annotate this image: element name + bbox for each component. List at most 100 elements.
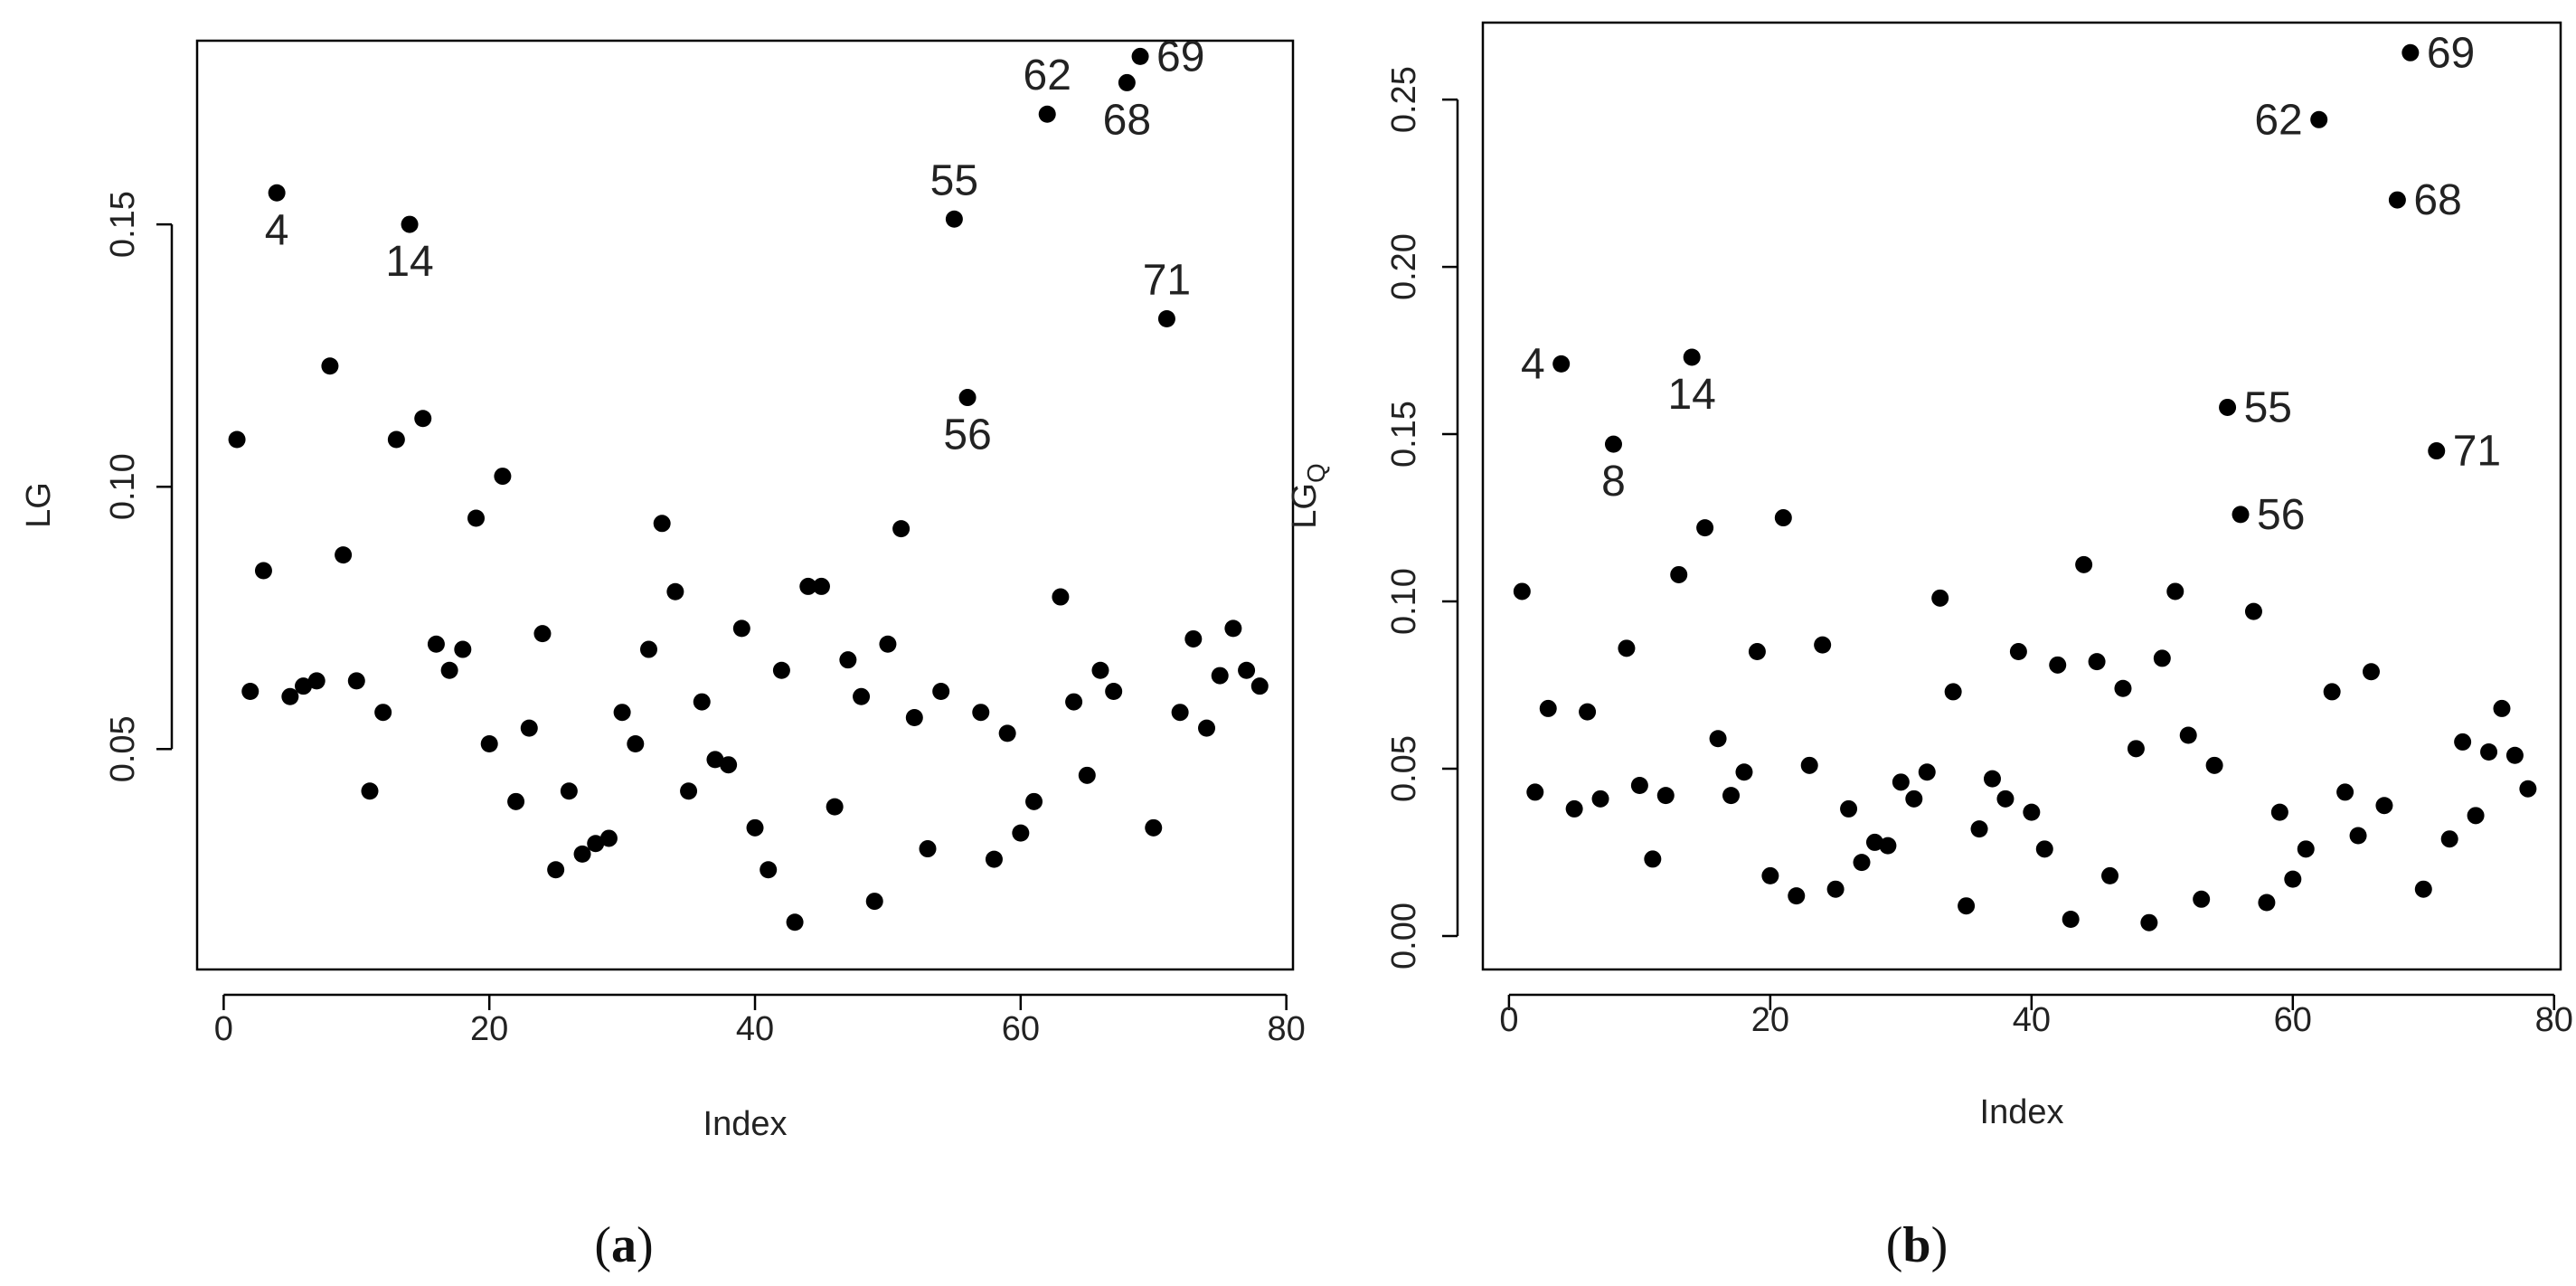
data-point — [1814, 636, 1832, 654]
data-point — [414, 410, 432, 428]
data-point — [1526, 783, 1544, 801]
data-point — [826, 798, 844, 816]
y-tick-label: 0.20 — [1385, 233, 1423, 300]
data-point — [905, 708, 923, 726]
data-point — [1038, 105, 1056, 123]
data-point — [560, 782, 578, 800]
data-point — [2244, 602, 2262, 620]
data-point — [2179, 726, 2197, 744]
data-point — [1012, 824, 1030, 842]
data-point — [599, 829, 618, 847]
data-point — [706, 751, 724, 769]
data-point — [2114, 679, 2132, 697]
data-point — [2493, 699, 2511, 717]
data-point — [693, 693, 711, 711]
data-point — [1065, 693, 1083, 711]
data-point — [361, 782, 379, 800]
data-point — [1761, 866, 1779, 884]
data-point — [972, 704, 990, 722]
data-point — [1539, 699, 1557, 717]
data-point — [627, 735, 645, 753]
data-point — [1211, 667, 1229, 685]
panel-label: (b) — [1886, 1217, 1948, 1273]
y-tick-label: 0.15 — [1385, 401, 1423, 468]
data-point — [2205, 756, 2223, 774]
data-point — [639, 640, 657, 658]
data-point — [945, 210, 963, 228]
data-point — [2454, 733, 2472, 751]
data-point — [2440, 830, 2458, 848]
point-annotation: 4 — [265, 206, 289, 254]
data-point — [2088, 653, 2106, 671]
data-point — [1840, 799, 1858, 818]
data-point — [1565, 799, 1583, 818]
x-tick-label: 80 — [2535, 1001, 2573, 1039]
data-point — [507, 792, 525, 810]
data-point — [1184, 629, 1203, 648]
data-point — [1892, 773, 1910, 791]
data-point — [2519, 780, 2537, 798]
data-point — [1025, 792, 1043, 810]
data-point — [892, 520, 911, 538]
data-point — [1983, 770, 2001, 788]
data-point — [1918, 763, 1936, 781]
data-point — [520, 719, 538, 737]
data-point — [1224, 619, 1242, 638]
data-point — [1944, 683, 1962, 701]
data-point — [2127, 740, 2145, 758]
data-point — [1696, 519, 1714, 537]
point-annotation: 4 — [1521, 340, 1545, 388]
data-point — [839, 651, 857, 669]
data-point — [347, 672, 365, 690]
data-point — [2428, 442, 2446, 460]
data-point — [2323, 683, 2341, 701]
data-point — [865, 893, 883, 911]
y-tick-label: 0.10 — [104, 453, 142, 520]
data-point — [1118, 73, 1136, 91]
panel-b: 0 20 40 60 800.000.050.100.150.200.25IndexLG… — [1286, 21, 2573, 1273]
point-annotation: 8 — [1601, 458, 1626, 506]
data-point — [1683, 348, 1701, 366]
point-annotation: 55 — [2244, 383, 2292, 431]
data-point — [2075, 555, 2093, 573]
data-point — [1774, 509, 1792, 527]
data-point — [2505, 746, 2524, 764]
panel-a: 0 20 40 60 80 0.05 0.10 0.15 Index LG 4 14 55 56 62 686… — [20, 33, 1306, 1273]
data-point — [2297, 840, 2315, 858]
data-point — [932, 682, 950, 700]
data-point — [2310, 110, 2328, 128]
plot-frame — [1481, 21, 2562, 971]
data-point — [746, 818, 764, 837]
data-point — [1970, 820, 1988, 838]
data-point — [772, 661, 790, 679]
point-annotation: 71 — [1143, 257, 1191, 305]
data-point — [335, 546, 353, 564]
data-point — [1145, 818, 1163, 837]
point-annotation: 62 — [2254, 96, 2302, 144]
data-point — [958, 389, 977, 407]
point-annotation: 68 — [2413, 176, 2461, 224]
data-point — [1131, 47, 1149, 65]
data-point — [321, 357, 339, 375]
x-axis-label: Index — [1980, 1093, 2064, 1131]
data-point — [1591, 790, 1609, 808]
data-point — [1865, 833, 1883, 851]
point-annotation: 56 — [943, 411, 991, 459]
x-tick-label: 20 — [470, 1010, 508, 1048]
data-point — [241, 682, 259, 700]
data-point — [1238, 661, 1256, 679]
data-point — [1670, 565, 1688, 583]
data-point — [1853, 854, 1871, 872]
data-point — [440, 661, 458, 679]
data-point — [1800, 756, 1818, 774]
data-point — [879, 635, 897, 653]
data-point — [1644, 850, 1662, 868]
data-point — [2219, 398, 2237, 416]
data-point — [374, 704, 392, 722]
y-tick-label: 0.00 — [1385, 903, 1423, 969]
data-point — [799, 577, 817, 595]
data-point — [1105, 682, 1123, 700]
data-point — [533, 625, 552, 643]
data-point — [281, 687, 299, 705]
